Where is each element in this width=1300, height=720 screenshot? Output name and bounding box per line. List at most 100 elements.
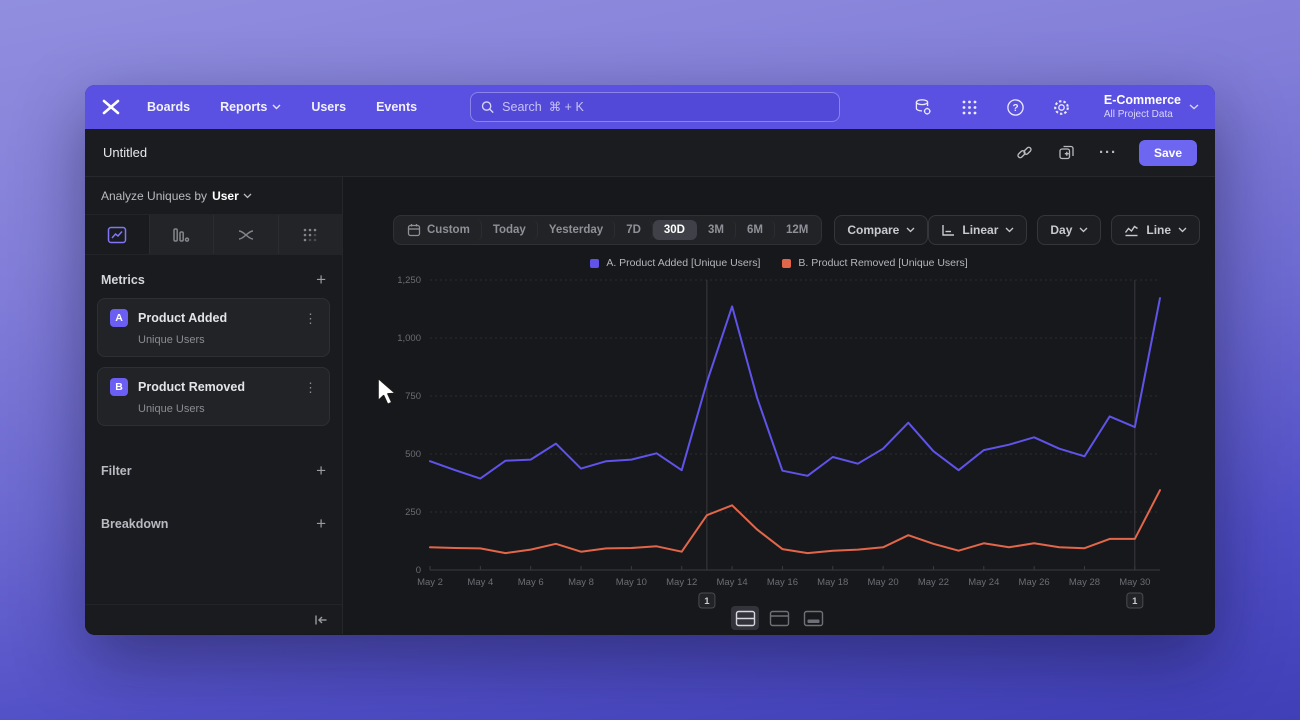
svg-text:May 6: May 6 [518, 577, 544, 588]
svg-text:1: 1 [704, 596, 710, 607]
range-today[interactable]: Today [482, 220, 538, 240]
metric-badge-b: B [110, 378, 128, 396]
project-selector[interactable]: E-Commerce All Project Data [1104, 93, 1199, 121]
view-toggle-chart[interactable] [765, 606, 793, 630]
metric-options-icon[interactable]: ⋮ [304, 310, 317, 326]
chart-panel: Custom Today Yesterday 7D 30D 3M 6M 12M … [343, 177, 1215, 634]
nav-item-boards[interactable]: Boards [147, 100, 191, 114]
svg-text:May 8: May 8 [568, 577, 594, 588]
chart-svg: 0 250 500 750 1,000 1,250 May 2 May 4 May 6 May 8… [397, 275, 1161, 609]
chevron-down-icon [1079, 227, 1088, 233]
svg-text:May 18: May 18 [817, 577, 848, 588]
compare-dropdown[interactable]: Compare [834, 215, 929, 245]
add-metric-button[interactable]: + [316, 270, 326, 289]
chevron-down-icon [272, 104, 281, 110]
svg-text:May 26: May 26 [1019, 577, 1050, 588]
query-sidebar: Analyze Uniques by User [85, 177, 343, 634]
report-type-tabs [85, 215, 342, 255]
report-title: Untitled [103, 145, 148, 160]
search-bar[interactable] [470, 92, 840, 122]
svg-text:May 20: May 20 [868, 577, 899, 588]
range-30d[interactable]: 30D [652, 220, 697, 240]
mixpanel-logo[interactable] [101, 97, 123, 117]
tab-insights[interactable] [85, 215, 150, 254]
chevron-down-icon [1189, 104, 1199, 110]
svg-text:1,250: 1,250 [397, 275, 421, 286]
save-button[interactable]: Save [1138, 139, 1197, 166]
svg-text:?: ? [1013, 103, 1019, 114]
layout-view-toggles [343, 606, 1215, 630]
app-window: Boards Reports Users Events [85, 85, 1215, 635]
view-toggle-split[interactable] [731, 606, 759, 630]
scale-dropdown[interactable]: Linear [928, 215, 1028, 245]
chevron-down-icon [243, 193, 252, 198]
view-toggle-table[interactable] [799, 606, 827, 630]
legend-item-b[interactable]: B. Product Removed [Unique Users] [782, 257, 968, 269]
metric-card-a[interactable]: A Product Added ⋮ Unique Users [97, 298, 330, 357]
line-chart-icon [1125, 225, 1139, 236]
metric-card-b[interactable]: B Product Removed ⋮ Unique Users [97, 367, 330, 426]
legend-swatch-b [782, 258, 792, 268]
filter-section: Filter + [85, 462, 342, 479]
svg-text:0: 0 [416, 565, 421, 576]
calendar-icon [407, 224, 421, 237]
duplicate-icon[interactable] [1057, 143, 1077, 163]
svg-text:May 2: May 2 [417, 577, 443, 588]
legend-item-a[interactable]: A. Product Added [Unique Users] [590, 257, 760, 269]
svg-text:May 10: May 10 [616, 577, 647, 588]
tab-retention[interactable] [278, 215, 342, 254]
metric-measurement[interactable]: Unique Users [138, 403, 205, 415]
apps-grid-icon[interactable] [960, 97, 980, 117]
share-link-icon[interactable] [1015, 143, 1035, 163]
tab-funnels[interactable] [149, 215, 214, 254]
breakdown-section: Breakdown + [85, 515, 342, 532]
range-7d[interactable]: 7D [615, 220, 653, 240]
titlebar-actions: ··· Save [1015, 139, 1197, 166]
metric-badge-a: A [110, 309, 128, 327]
metric-name: Product Added [138, 311, 228, 325]
svg-text:750: 750 [405, 391, 421, 402]
metrics-header: Metrics + [85, 271, 342, 288]
nav-item-events[interactable]: Events [376, 100, 418, 114]
svg-text:1: 1 [1132, 596, 1138, 607]
add-filter-button[interactable]: + [316, 461, 326, 480]
range-12m[interactable]: 12M [785, 224, 809, 236]
linear-axis-icon [942, 224, 955, 236]
analyze-entity-dropdown[interactable]: User [212, 189, 252, 203]
nav-item-users[interactable]: Users [311, 100, 347, 114]
range-yesterday[interactable]: Yesterday [538, 220, 616, 240]
more-options-icon[interactable]: ··· [1098, 144, 1117, 161]
search-input[interactable] [502, 100, 829, 114]
nav-item-reports[interactable]: Reports [220, 100, 281, 114]
analyze-label: Analyze Uniques by [101, 188, 208, 203]
line-chart[interactable]: 0 250 500 750 1,000 1,250 May 2 May 4 May 6 May 8… [363, 270, 1193, 623]
svg-text:May 4: May 4 [467, 577, 493, 588]
filter-label: Filter [101, 463, 132, 478]
sidebar-footer [85, 604, 342, 634]
display-controls: Linear Day Line [928, 215, 1201, 245]
help-icon[interactable]: ? [1006, 97, 1026, 117]
project-scope: All Project Data [1103, 108, 1173, 120]
chevron-down-icon [1178, 227, 1187, 233]
svg-text:May 28: May 28 [1069, 577, 1100, 588]
metric-options-icon[interactable]: ⋮ [304, 379, 317, 395]
top-navbar: Boards Reports Users Events [85, 85, 1215, 129]
data-management-icon[interactable] [914, 97, 934, 117]
project-name: E-Commerce [1103, 92, 1181, 107]
range-3m[interactable]: 3M [697, 220, 736, 240]
search-icon [481, 101, 494, 114]
svg-text:500: 500 [405, 449, 421, 460]
flows-icon [238, 229, 253, 240]
metric-measurement[interactable]: Unique Users [138, 334, 205, 346]
settings-gear-icon[interactable] [1052, 97, 1072, 117]
breakdown-label: Breakdown [101, 516, 169, 531]
interval-dropdown[interactable]: Day [1037, 215, 1102, 245]
chart-type-dropdown[interactable]: Line [1111, 215, 1201, 245]
tab-flows[interactable] [214, 215, 279, 254]
add-breakdown-button[interactable]: + [316, 514, 326, 533]
range-6m[interactable]: 6M [736, 220, 775, 240]
range-custom[interactable]: Custom [396, 219, 482, 241]
chevron-down-icon [906, 227, 915, 233]
collapse-sidebar-icon[interactable] [314, 614, 328, 626]
svg-text:250: 250 [405, 507, 421, 518]
